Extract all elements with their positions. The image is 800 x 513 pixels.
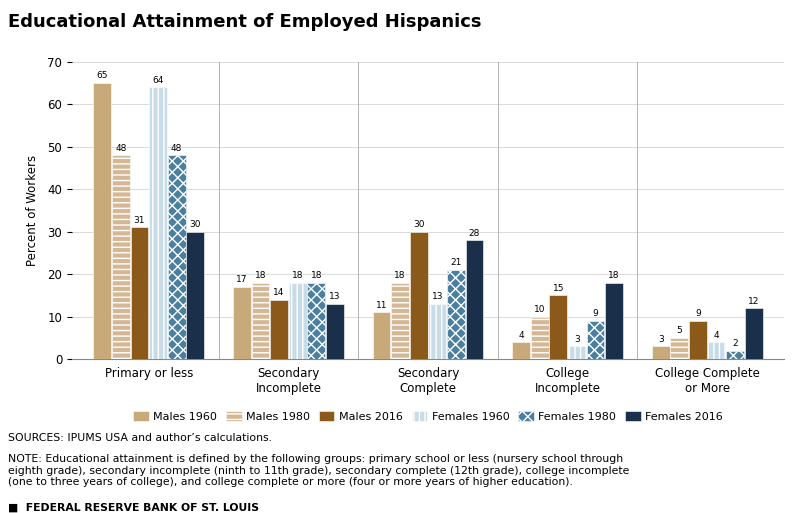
Bar — [708, 342, 726, 359]
Text: 31: 31 — [134, 216, 146, 225]
Bar — [326, 304, 344, 359]
Bar — [373, 312, 390, 359]
Text: 30: 30 — [413, 220, 425, 229]
Bar — [652, 346, 670, 359]
Text: 65: 65 — [97, 71, 108, 80]
Text: 13: 13 — [329, 292, 341, 301]
Y-axis label: Percent of Workers: Percent of Workers — [26, 155, 39, 266]
Text: 5: 5 — [677, 326, 682, 336]
Bar — [289, 283, 306, 359]
Text: Educational Attainment of Employed Hispanics: Educational Attainment of Employed Hispa… — [8, 13, 482, 31]
Bar — [429, 304, 446, 359]
Text: 48: 48 — [115, 144, 126, 152]
Bar — [531, 317, 549, 359]
Bar — [410, 231, 427, 359]
Bar — [150, 87, 167, 359]
Legend: Males 1960, Males 1980, Males 2016, Females 1960, Females 1980, Females 2016: Males 1960, Males 1980, Males 2016, Fema… — [129, 406, 727, 426]
Text: 30: 30 — [190, 220, 201, 229]
Text: 13: 13 — [431, 292, 443, 301]
Bar — [670, 338, 688, 359]
Text: 17: 17 — [236, 275, 248, 284]
Text: ■  FEDERAL RESERVE BANK OF ST. LOUIS: ■ FEDERAL RESERVE BANK OF ST. LOUIS — [8, 503, 259, 512]
Text: 4: 4 — [714, 330, 719, 340]
Text: 11: 11 — [376, 301, 387, 310]
Bar — [606, 283, 623, 359]
Bar — [112, 155, 130, 359]
Text: 4: 4 — [518, 330, 524, 340]
Text: 10: 10 — [534, 305, 546, 314]
Bar — [94, 83, 111, 359]
Bar — [391, 283, 409, 359]
Text: 18: 18 — [394, 271, 406, 280]
Text: 9: 9 — [695, 309, 701, 318]
Bar — [130, 227, 148, 359]
Bar — [586, 321, 604, 359]
Bar — [466, 240, 483, 359]
Text: 14: 14 — [274, 288, 285, 297]
Bar — [512, 342, 530, 359]
Bar — [270, 300, 288, 359]
Bar — [745, 308, 762, 359]
Text: 18: 18 — [608, 271, 620, 280]
Bar — [252, 283, 270, 359]
Text: 3: 3 — [574, 335, 580, 344]
Bar — [726, 350, 744, 359]
Text: 3: 3 — [658, 335, 663, 344]
Text: 48: 48 — [171, 144, 182, 152]
Text: 2: 2 — [732, 339, 738, 348]
Text: 18: 18 — [310, 271, 322, 280]
Bar — [307, 283, 325, 359]
Text: 15: 15 — [553, 284, 564, 293]
Text: SOURCES: IPUMS USA and author’s calculations.: SOURCES: IPUMS USA and author’s calculat… — [8, 433, 272, 443]
Text: 28: 28 — [469, 228, 480, 238]
Bar — [550, 295, 567, 359]
Text: 12: 12 — [748, 297, 759, 306]
Text: NOTE: Educational attainment is defined by the following groups: primary school : NOTE: Educational attainment is defined … — [8, 454, 630, 487]
Bar — [186, 231, 204, 359]
Bar — [447, 270, 465, 359]
Text: 21: 21 — [450, 258, 462, 267]
Text: 64: 64 — [153, 75, 164, 85]
Bar — [168, 155, 186, 359]
Text: 18: 18 — [254, 271, 266, 280]
Bar — [689, 321, 706, 359]
Bar — [568, 346, 586, 359]
Bar — [233, 287, 250, 359]
Text: 18: 18 — [292, 271, 303, 280]
Text: 9: 9 — [593, 309, 598, 318]
